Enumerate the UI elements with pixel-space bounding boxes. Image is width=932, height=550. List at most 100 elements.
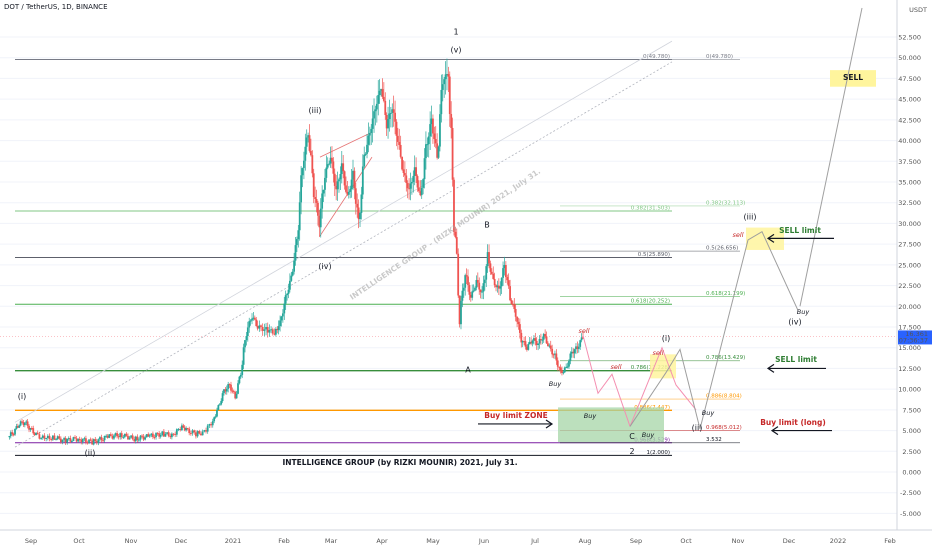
- candle-body: [103, 435, 106, 441]
- x-axis: Sep Oct Nov Dec 2021 Feb Mar Apr May Jun Jul Aug Sep…: [0, 529, 932, 545]
- small-note: Buy: [584, 412, 597, 420]
- candle-body: [368, 132, 371, 136]
- candle-body: [448, 76, 451, 115]
- candle-body: [556, 360, 559, 367]
- candle-body: [242, 347, 245, 365]
- candle-body: [246, 327, 249, 337]
- fib-level-label: 0(49.780): [643, 54, 670, 60]
- candle-body: [102, 440, 104, 442]
- candle-body: [152, 433, 154, 437]
- candle-body: [579, 340, 582, 347]
- wave-label: 2: [629, 447, 634, 456]
- candle-body: [406, 183, 409, 189]
- y-axis-unit: USDT: [909, 6, 927, 14]
- x-tick-label: Sep: [630, 537, 642, 545]
- candle-body: [189, 433, 192, 435]
- candle-body: [559, 367, 562, 371]
- candle-body: [9, 432, 12, 436]
- y-tick-label: 35.000: [898, 179, 921, 187]
- candle-body: [169, 435, 172, 438]
- candle-body: [447, 74, 450, 77]
- candle-body: [109, 434, 112, 437]
- candle-body: [329, 157, 332, 164]
- candle-body: [394, 112, 396, 122]
- candle-body: [25, 421, 28, 423]
- candle-body: [108, 434, 111, 438]
- candle-body: [443, 79, 446, 85]
- wave-label: B: [484, 221, 490, 230]
- candle-body: [338, 179, 340, 182]
- candle-body: [221, 393, 224, 402]
- candle-body: [398, 141, 401, 145]
- projection-path-grey: [629, 231, 799, 430]
- small-note: Buy: [797, 308, 810, 316]
- y-tick-label: 22.500: [898, 282, 921, 290]
- candle-body: [496, 285, 499, 288]
- candle-body: [350, 179, 353, 190]
- candle-body: [86, 442, 89, 444]
- candles: [8, 58, 584, 446]
- candle-body: [360, 194, 363, 214]
- candle-body: [125, 433, 128, 436]
- candle-body: [317, 202, 319, 216]
- candle-body: [224, 389, 227, 392]
- y-tick-label: 7.500: [902, 406, 921, 414]
- candle-body: [467, 276, 469, 286]
- triangle-line-top: [319, 131, 373, 158]
- candle-body: [298, 202, 301, 231]
- y-tick-label: 32.500: [898, 199, 921, 207]
- candle-body: [468, 285, 471, 295]
- candle-body: [148, 435, 151, 437]
- small-note: sell: [611, 363, 622, 371]
- candle-body: [40, 437, 42, 439]
- candle-body: [433, 133, 436, 140]
- candle-body: [518, 324, 521, 333]
- wave-labels: 1 (v) (iii) (iv) (i) (ii) B A 2 C (i) (ii) (iii) (iv): [18, 28, 802, 458]
- candle-body: [347, 191, 350, 195]
- candle-body: [94, 439, 97, 442]
- candle-body: [455, 237, 458, 254]
- candle-body: [511, 304, 514, 306]
- candle-body: [405, 175, 408, 184]
- candle-body: [471, 291, 474, 298]
- candle-body: [134, 436, 137, 442]
- candle-body: [21, 421, 23, 423]
- candle-body: [495, 285, 497, 288]
- candle-body: [531, 340, 534, 344]
- grid: [0, 36, 897, 514]
- candle-body: [248, 321, 251, 328]
- fib-level-2-label: 0.968(5.012): [706, 425, 742, 431]
- candle-body: [349, 189, 352, 192]
- candle-body: [147, 434, 150, 437]
- fib-level-2-label: 3.532: [706, 437, 722, 443]
- y-tick-label: 2.500: [902, 448, 921, 456]
- candle-body: [281, 313, 284, 317]
- candle-body: [475, 279, 478, 288]
- candle-body: [389, 112, 392, 114]
- candle-body: [164, 433, 167, 437]
- candle-body: [297, 230, 300, 240]
- candle-body: [196, 431, 199, 437]
- y-tick-label: 10.000: [898, 386, 921, 394]
- candle-body: [384, 100, 387, 115]
- candle-body: [577, 346, 580, 349]
- candle-body: [352, 170, 354, 180]
- small-note: sell: [653, 349, 664, 357]
- candle-body: [528, 341, 531, 345]
- candle-body: [232, 390, 235, 392]
- candle-body: [249, 320, 252, 322]
- sell-limit-arrow-low-head: [766, 363, 775, 373]
- candle-body: [133, 439, 136, 442]
- candle-body: [193, 430, 196, 433]
- candle-body: [58, 436, 61, 439]
- y-tick-label: 5.000: [902, 427, 921, 435]
- candle-body: [420, 187, 423, 196]
- small-note: sell: [579, 327, 590, 335]
- candle-body: [430, 118, 433, 125]
- candle-body: [385, 114, 388, 129]
- candle-body: [41, 435, 44, 438]
- x-tick-label: Mar: [325, 537, 338, 545]
- candle-body: [483, 279, 486, 284]
- candle-body: [276, 328, 279, 331]
